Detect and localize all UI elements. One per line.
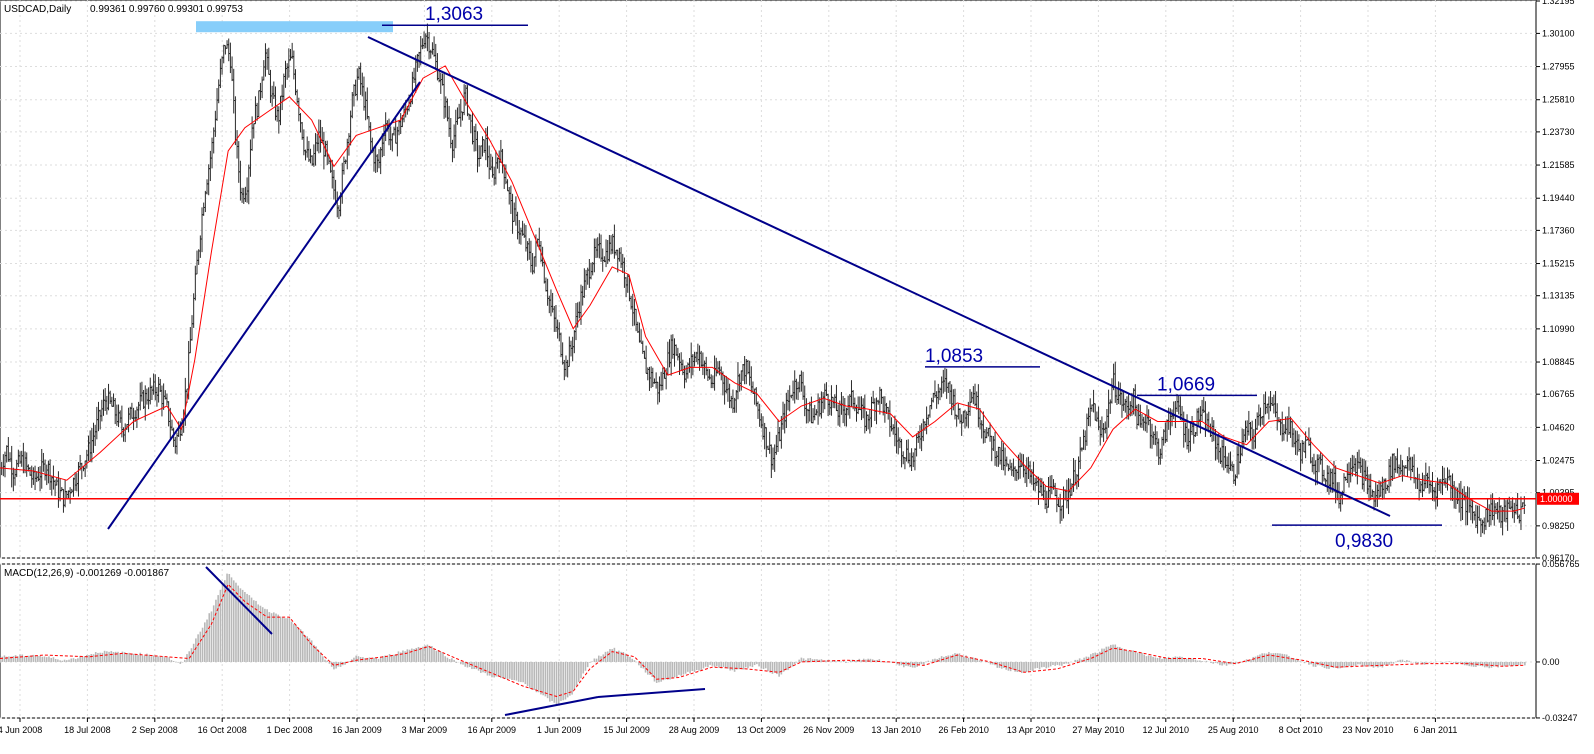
x-tick-label: 18 Jul 2008 [64, 725, 111, 735]
main-y-tick-label: 1.32195 [1542, 0, 1575, 6]
x-tick-label: 13 Oct 2009 [737, 725, 786, 735]
x-tick-label: 6 Jan 2011 [1413, 725, 1457, 735]
x-tick-label: 16 Jan 2009 [332, 725, 382, 735]
x-tick-label: 13 Apr 2010 [1007, 725, 1056, 735]
moving-average-line [0, 65, 1526, 512]
main-y-tick-label: 1.13135 [1542, 291, 1575, 301]
price-bars [0, 23, 1526, 537]
macd-bearish-divergence-line [205, 566, 273, 635]
main-y-tick-label: 1.25810 [1542, 95, 1575, 105]
main-title-label: USDCAD,Daily [4, 4, 71, 15]
x-tick-label: 16 Oct 2008 [198, 725, 247, 735]
main-y-tick-label: 1.23730 [1542, 127, 1575, 137]
x-tick-label: 12 Jul 2010 [1143, 725, 1190, 735]
x-tick-label: 27 May 2010 [1072, 725, 1124, 735]
macd-panel-frame [0, 563, 1537, 719]
main-y-tick-label: 1.00395 [1542, 488, 1575, 498]
main-y-tick-label: 1.27955 [1542, 62, 1575, 72]
x-tick-label: 3 Mar 2009 [402, 725, 448, 735]
macd-bullish-divergence-line-2 [597, 688, 706, 698]
macd-histogram [0, 573, 1526, 706]
descending-trendline [367, 36, 1391, 517]
main-y-tick-label: 1.30100 [1542, 28, 1575, 38]
macd-title-label: MACD(12,26,9) -0.001269 -0.001867 [4, 568, 170, 579]
x-tick-label: 4 Jun 2008 [0, 725, 42, 735]
annotation-label: 1,0853 [925, 346, 983, 367]
main-y-tick-label: 1.04620 [1542, 422, 1575, 432]
x-tick-label: 1 Jun 2009 [537, 725, 582, 735]
main-y-tick-label: 1.02475 [1542, 456, 1575, 466]
x-tick-label: 13 Jan 2010 [871, 725, 921, 735]
x-tick-label: 26 Nov 2009 [803, 725, 854, 735]
main-y-tick-label: 1.19440 [1542, 193, 1575, 203]
main-ohlc-label: 0.99361 0.99760 0.99301 0.99753 [90, 4, 243, 15]
main-y-tick-label: 1.08845 [1542, 357, 1575, 367]
main-y-tick-label: 1.21585 [1542, 160, 1575, 170]
annotation-label: 0,9830 [1335, 531, 1393, 552]
macd-bullish-divergence-line [504, 696, 599, 716]
macd-y-tick-label: 0.056765 [1542, 559, 1580, 569]
macd-y-tick-label: -0.03247 [1542, 713, 1578, 723]
current-price-box [1537, 492, 1579, 505]
main-panel-frame [0, 0, 1537, 559]
x-tick-label: 15 Jul 2009 [603, 725, 650, 735]
x-tick-label: 25 Aug 2010 [1208, 725, 1259, 735]
x-tick-label: 2 Sep 2008 [132, 725, 178, 735]
x-tick-label: 28 Aug 2009 [669, 725, 720, 735]
main-y-tick-label: 0.96170 [1542, 553, 1575, 563]
x-tick-label: 26 Feb 2010 [938, 725, 989, 735]
main-y-tick-label: 1.10990 [1542, 324, 1575, 334]
x-tick-label: 16 Apr 2009 [468, 725, 517, 735]
main-y-tick-label: 1.17360 [1542, 225, 1575, 235]
main-y-tick-label: 0.98250 [1542, 521, 1575, 531]
annotation-label: 1,3063 [425, 4, 483, 25]
top-resistance-zone [196, 21, 393, 33]
main-y-tick-label: 1.06765 [1542, 389, 1575, 399]
annotation-label: 1,0669 [1157, 374, 1215, 395]
ascending-trendline [107, 81, 421, 530]
current-price-label: 1.00000 [1540, 494, 1573, 504]
main-y-tick-label: 1.15215 [1542, 259, 1575, 269]
x-tick-label: 23 Nov 2010 [1342, 725, 1393, 735]
macd-y-tick-label: 0.00 [1542, 657, 1560, 667]
x-tick-label: 1 Dec 2008 [267, 725, 313, 735]
x-tick-label: 8 Oct 2010 [1279, 725, 1323, 735]
macd-signal-line [0, 583, 1525, 697]
